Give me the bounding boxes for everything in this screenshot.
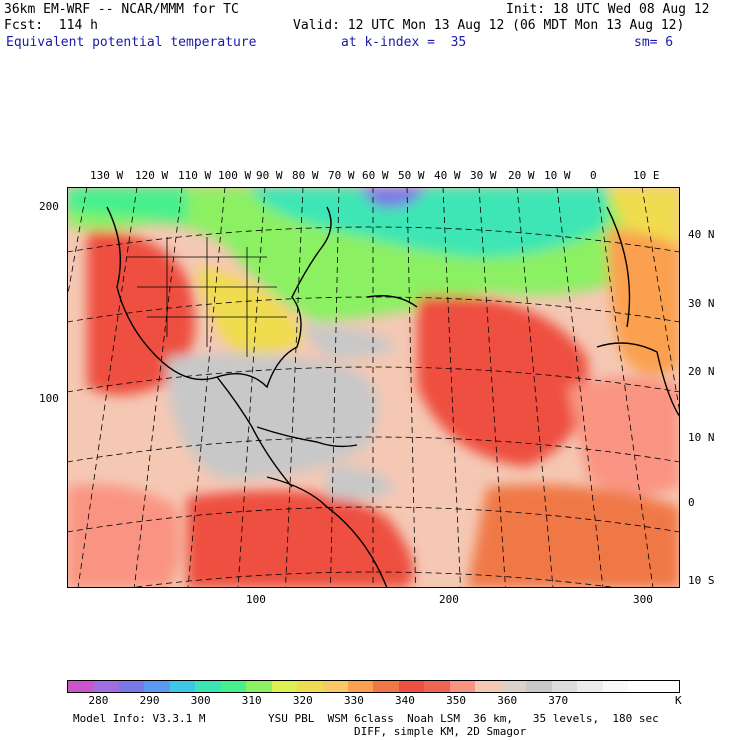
- lon-label: 60 W: [362, 169, 389, 182]
- map-border: [67, 187, 680, 588]
- lat-label: 40 N: [688, 228, 715, 241]
- legend-swatch: [551, 681, 578, 692]
- legend-swatch: [602, 681, 628, 692]
- longitude-line: [237, 187, 266, 588]
- legend-label: 340: [395, 694, 415, 707]
- level-info: at k-index = 35: [341, 35, 467, 50]
- lat-label: 10 N: [688, 431, 715, 444]
- legend-swatch: [526, 681, 552, 692]
- longitude-line: [516, 187, 554, 588]
- legend-swatch: [373, 681, 399, 692]
- grid-x-label: 200: [439, 593, 459, 606]
- legend-swatch: [449, 681, 476, 692]
- map-panel: [67, 187, 680, 588]
- lon-label: 30 W: [470, 169, 497, 182]
- legend-label: 360: [497, 694, 518, 707]
- lon-label: 10 W: [544, 169, 571, 182]
- legend-label: 370: [548, 694, 569, 707]
- valid-time: Valid: 12 UTC Mon 13 Aug 12 (06 MDT Mon …: [293, 18, 685, 33]
- model-title: 36km EM-WRF -- NCAR/MMM for TC: [4, 2, 239, 17]
- legend-swatch: [424, 681, 450, 692]
- longitude-line: [330, 187, 340, 588]
- legend-swatch: [475, 681, 501, 692]
- legend-label: 330: [343, 694, 364, 707]
- legend-label: 350: [446, 694, 466, 707]
- lon-label: 20 W: [508, 169, 535, 182]
- legend-swatch: [322, 681, 348, 692]
- lon-label: 0: [590, 169, 597, 182]
- legend-swatch: [93, 681, 119, 692]
- longitude-line: [406, 187, 416, 588]
- lon-label: 10 E: [633, 169, 660, 182]
- legend-label: 280: [88, 694, 109, 707]
- legend-swatch: [220, 681, 247, 692]
- lon-label: 130 W: [90, 169, 124, 182]
- grid-x-label: 300: [633, 593, 653, 606]
- lon-label: 90 W: [256, 169, 283, 182]
- legend-swatch: [271, 681, 298, 692]
- lat-label: 0: [688, 496, 695, 509]
- legend-swatch: [144, 681, 170, 692]
- longitude-line: [478, 187, 506, 588]
- legend-swatch: [246, 681, 272, 692]
- legend-swatch: [169, 681, 196, 692]
- legend-swatch: [500, 681, 527, 692]
- physics-info: YSU PBL WSM 6class Noah LSM 36 km, 35 le…: [268, 712, 659, 725]
- legend-swatch: [577, 681, 603, 692]
- state-borders: [127, 237, 287, 357]
- legend-swatch: [347, 681, 374, 692]
- legend-swatch: [118, 681, 145, 692]
- legend-swatch: [653, 681, 679, 692]
- legend-label: 310: [241, 694, 262, 707]
- legend-swatch: [195, 681, 221, 692]
- lon-label: 100 W: [218, 169, 252, 182]
- coastlines: [106, 206, 680, 588]
- lon-label: 80 W: [292, 169, 319, 182]
- lon-label: 50 W: [398, 169, 425, 182]
- lon-label: 110 W: [178, 169, 212, 182]
- grid-x-label: 100: [246, 593, 266, 606]
- legend-label: 290: [139, 694, 160, 707]
- grid-y-label: 100: [39, 392, 59, 405]
- lon-label: 120 W: [135, 169, 169, 182]
- lat-label: 30 N: [688, 297, 715, 310]
- legend-unit: K: [675, 694, 682, 707]
- lat-label: 10 S: [688, 574, 715, 587]
- lon-label: 40 W: [434, 169, 461, 182]
- longitude-line: [77, 187, 138, 588]
- grid-y-label: 200: [39, 200, 59, 213]
- legend-swatch: [68, 681, 94, 692]
- lon-label: 70 W: [328, 169, 355, 182]
- lat-label: 20 N: [688, 365, 715, 378]
- longitude-line: [556, 187, 604, 588]
- longitude-line: [133, 187, 183, 588]
- legend-swatch: [398, 681, 425, 692]
- longitude-line: [187, 187, 226, 588]
- longitude-line: [442, 187, 461, 588]
- field-shading: [67, 187, 680, 588]
- color-legend-bar: [67, 680, 680, 693]
- longitude-line: [285, 187, 304, 588]
- legend-label: 320: [292, 694, 313, 707]
- field-name: Equivalent potential temperature: [6, 35, 257, 50]
- forecast-hour: Fcst: 114 h: [4, 18, 98, 33]
- legend-swatch: [297, 681, 323, 692]
- longitude-line: [641, 187, 680, 417]
- model-info: Model Info: V3.3.1 M: [73, 712, 206, 725]
- smoothing-info: sm= 6: [634, 35, 674, 50]
- init-time: Init: 18 UTC Wed 08 Aug 12: [506, 2, 710, 17]
- longitude-line: [596, 187, 654, 588]
- legend-label: 300: [190, 694, 211, 707]
- diffusion-info: DIFF, simple KM, 2D Smagor: [354, 725, 527, 738]
- legend-swatch: [627, 681, 654, 692]
- graticule: [67, 187, 680, 588]
